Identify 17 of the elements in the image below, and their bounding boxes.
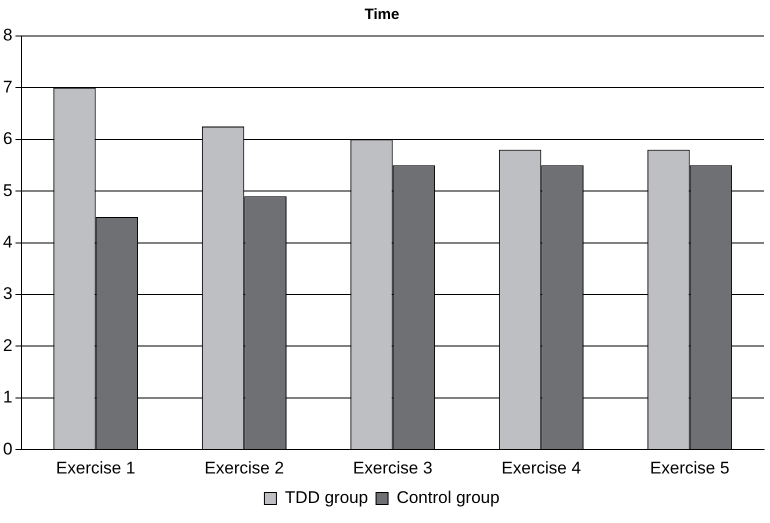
y-tick-label: 5 (2, 180, 12, 200)
y-tick-label: 8 (2, 26, 12, 45)
y-tick-label: 4 (2, 232, 12, 252)
y-tick-label: 6 (2, 129, 12, 148)
y-tick-label: 1 (2, 388, 12, 407)
x-tick-label: Exercise 4 (502, 458, 581, 478)
y-tick-label: 0 (2, 439, 12, 458)
chart-title: Time (364, 6, 400, 24)
x-tick-label: Exercise 1 (56, 458, 136, 478)
x-tick-label: Exercise 5 (650, 458, 730, 478)
x-tick-label: Exercise 3 (353, 458, 432, 478)
legend-label: Control group (396, 488, 500, 508)
y-tick-label: 3 (2, 284, 12, 304)
y-tick-label: 7 (2, 77, 12, 96)
legend-label: TDD group (284, 488, 368, 508)
y-tick-label: 2 (2, 336, 12, 355)
x-tick-label: Exercise 2 (204, 458, 284, 478)
